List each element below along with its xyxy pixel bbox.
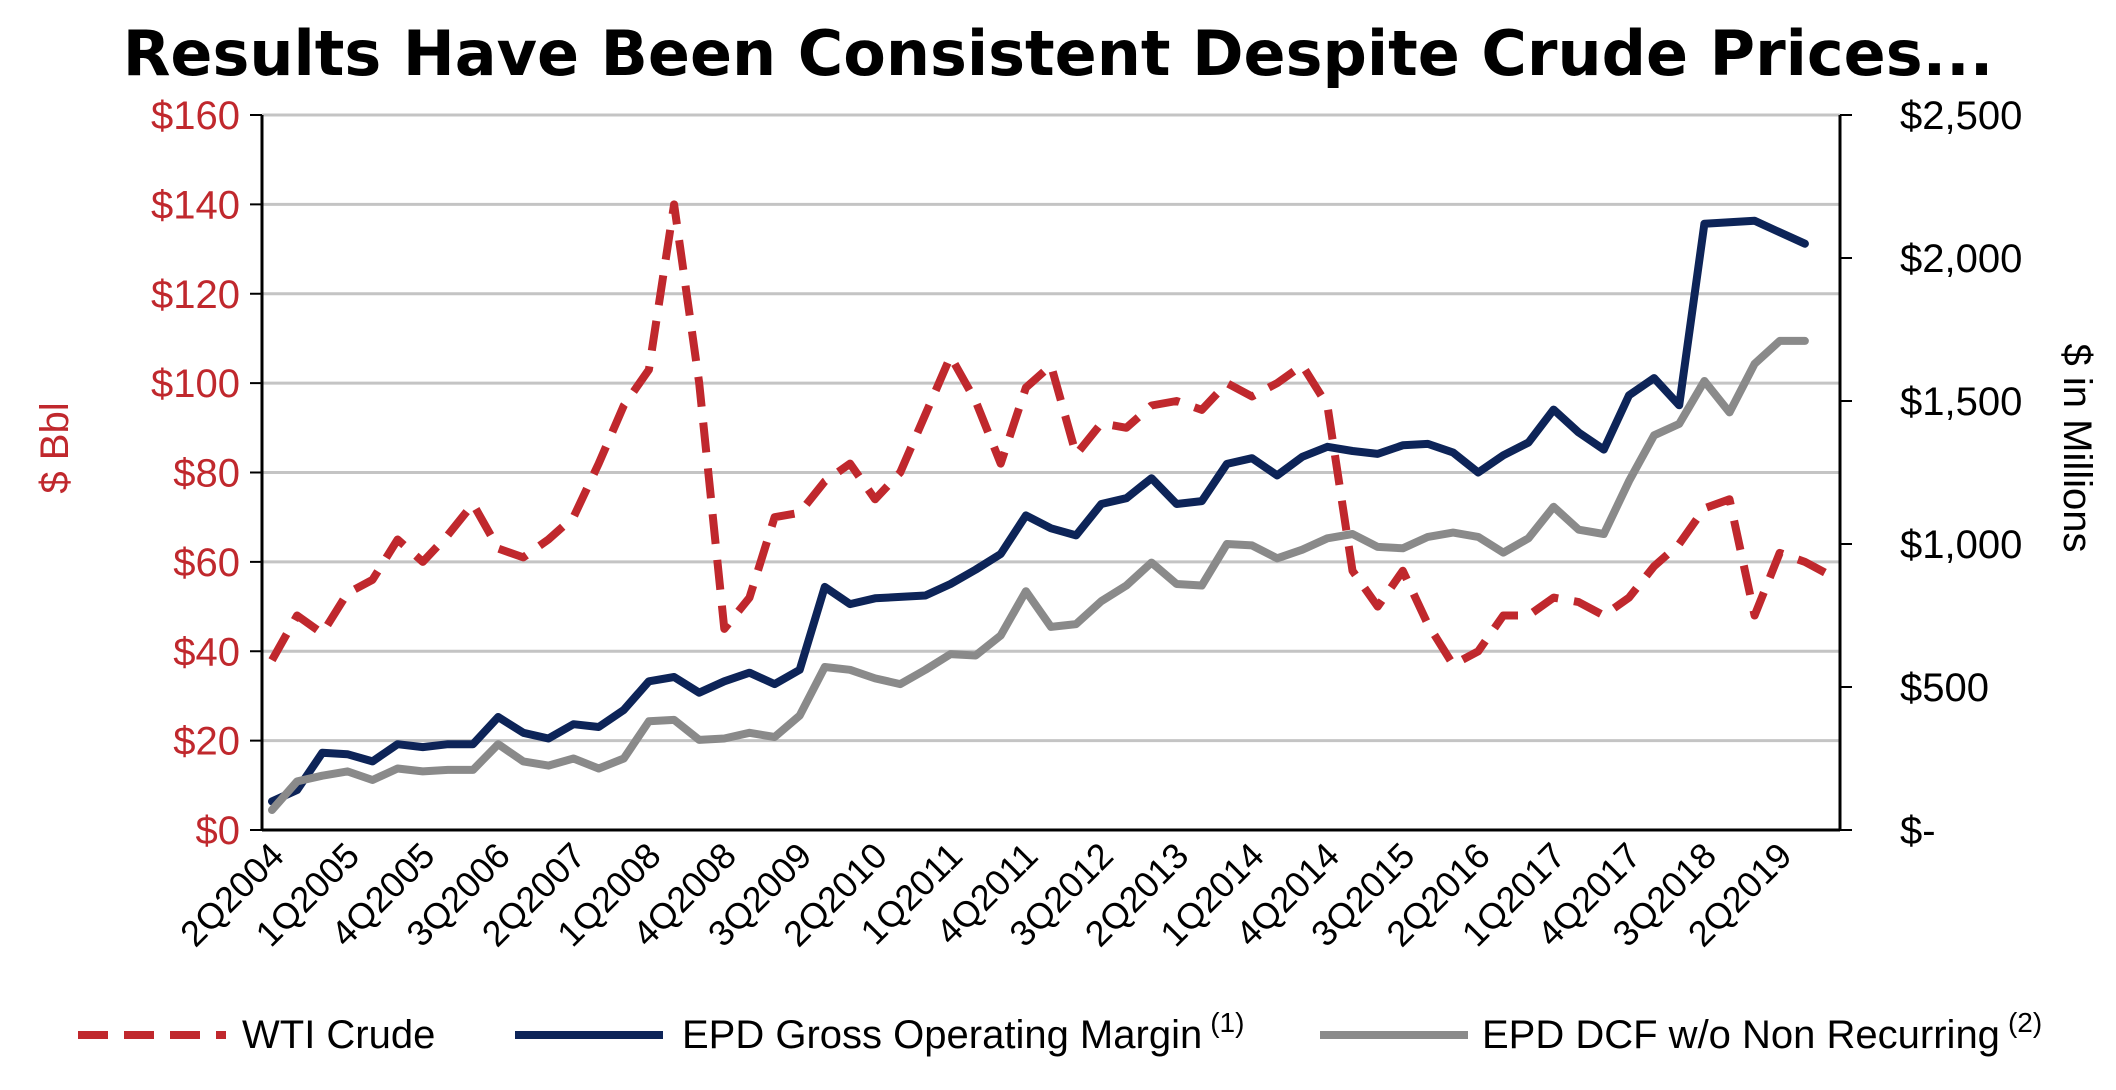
left-tick-label: $20 (173, 720, 240, 764)
series-line-1 (268, 216, 1809, 806)
left-axis-label: $ Bbl (33, 402, 77, 493)
left-tick-label: $140 (151, 183, 240, 227)
left-tick-label: $100 (151, 362, 240, 406)
series-line-0 (268, 200, 1832, 669)
series-lines (268, 200, 1832, 814)
left-axis-ticks: $0 $20 $40 $60 $80 $100 $120 $140 $160 (151, 94, 262, 853)
right-tick-label: $500 (1900, 666, 1989, 710)
series-line-2 (268, 336, 1809, 814)
right-tick-label: $1,000 (1900, 523, 2022, 567)
right-tick-label: $1,500 (1900, 380, 2022, 424)
legend: WTI Crude EPD Gross Operating Margin (1) EP… (78, 1007, 2042, 1057)
right-axis-ticks: $- $500 $1,000 $1,500 $2,000 $2,500 (1840, 94, 2022, 853)
right-axis-label: $ in Millions (2055, 344, 2099, 553)
legend-label: EPD Gross Operating Margin (1) (682, 1007, 1244, 1057)
left-tick-label: $40 (173, 630, 240, 674)
legend-label: WTI Crude (242, 1013, 435, 1057)
right-tick-label: $2,500 (1900, 94, 2022, 138)
left-tick-label: $80 (173, 452, 240, 496)
right-tick-label: $- (1900, 809, 1936, 853)
x-axis-ticks: 2Q20041Q20054Q20053Q20062Q20071Q20084Q20… (172, 835, 1799, 955)
left-tick-label: $120 (151, 273, 240, 317)
legend-label: EPD DCF w/o Non Recurring (2) (1482, 1007, 2042, 1057)
left-tick-label: $0 (196, 809, 241, 853)
chart-title: Results Have Been Consistent Despite Cru… (123, 17, 1994, 90)
gridlines (262, 113, 1840, 743)
left-tick-label: $60 (173, 541, 240, 585)
left-tick-label: $160 (151, 94, 240, 138)
right-tick-label: $2,000 (1900, 237, 2022, 281)
